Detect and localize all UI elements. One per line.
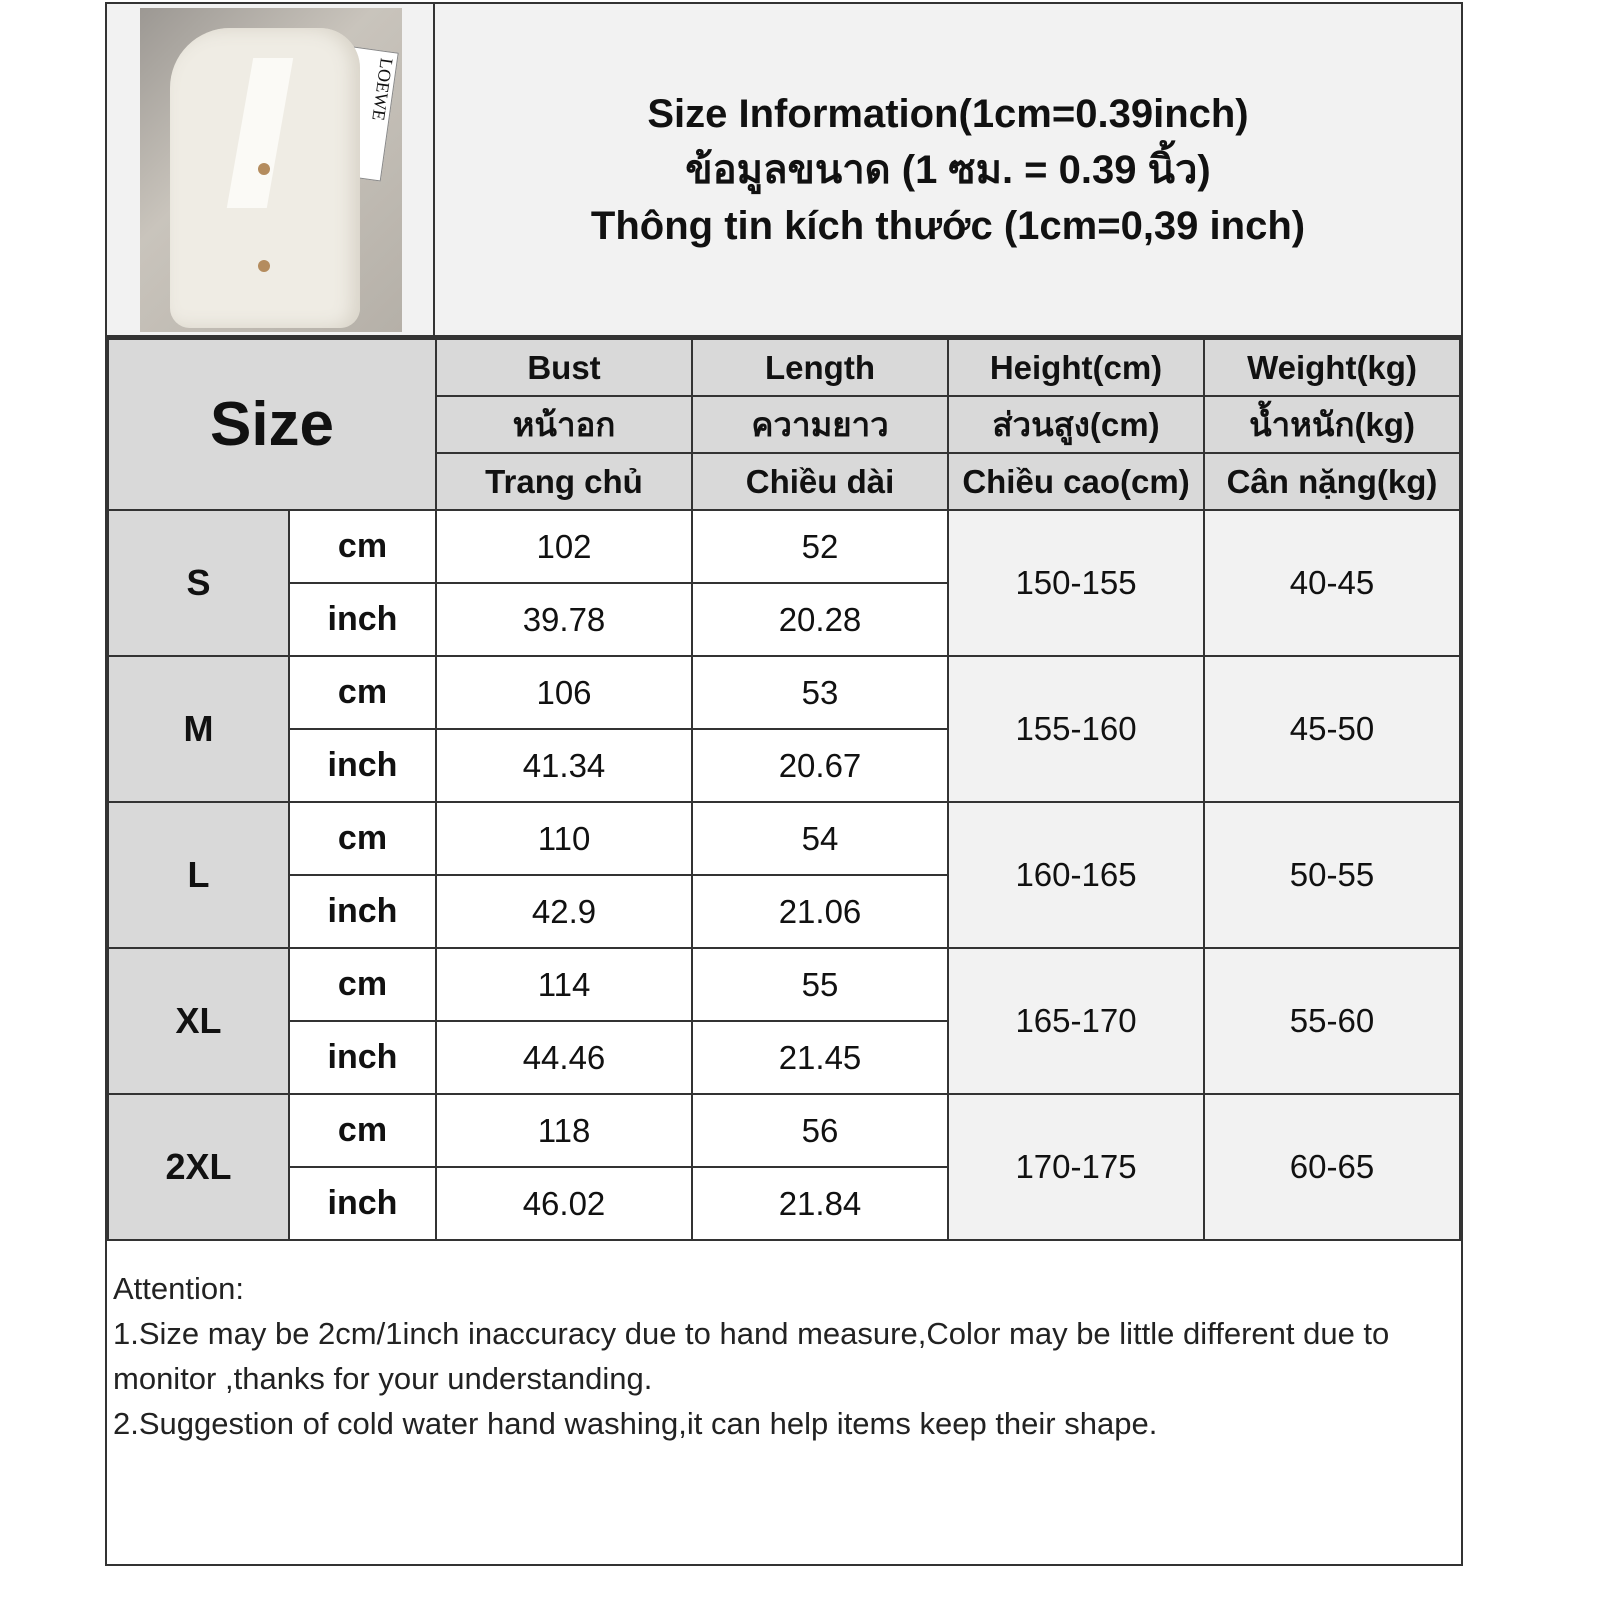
size-label: L [107, 801, 290, 949]
weight-range: 55-60 [1203, 947, 1461, 1095]
title-line-thai: ข้อมูลขนาด (1 ซม. = 0.39 นิ้ว) [685, 147, 1211, 192]
table-row-inch: inch 39.78 20.28 [108, 582, 1460, 657]
header-bust-vietnamese: Trang chủ [435, 452, 693, 511]
title-line-vietnamese: Thông tin kích thước (1cm=0,39 inch) [590, 203, 1306, 248]
length-value: 20.67 [691, 728, 949, 803]
length-value: 52 [691, 509, 949, 584]
button-shape [258, 260, 270, 272]
bust-value: 42.9 [435, 874, 693, 949]
unit-label: cm [288, 1093, 437, 1168]
title-line-english: Size Information(1cm=0.39inch) [647, 91, 1249, 136]
header-weight-thai: น้ำหนัก(kg) [1203, 395, 1461, 454]
height-range: 150-155 [947, 509, 1205, 657]
length-value: 53 [691, 655, 949, 730]
table-row-inch: inch 46.02 21.84 [108, 1166, 1460, 1241]
bust-value: 44.46 [435, 1020, 693, 1095]
bust-value: 41.34 [435, 728, 693, 803]
bust-value: 114 [435, 947, 693, 1022]
header-row-english: Size Bust Length Height(cm) Weight(kg) [107, 338, 1461, 511]
jacket-shape [170, 28, 360, 328]
table-row-inch: inch 42.9 21.06 [108, 874, 1460, 949]
header-bust-thai: หน้าอก [435, 395, 693, 454]
attention-item: 1.Size may be 2cm/1inch inaccuracy due t… [113, 1316, 1390, 1396]
bust-value: 102 [435, 509, 693, 584]
length-value: 55 [691, 947, 949, 1022]
length-value: 20.28 [691, 582, 949, 657]
size-label: 2XL [107, 1093, 290, 1241]
unit-label: inch [288, 1020, 437, 1095]
table-row-inch: inch 41.34 20.67 [108, 728, 1460, 803]
table-row-cm: XL cm 114 55 165-170 55-60 [107, 947, 1461, 1095]
header-bust: Bust [435, 338, 693, 397]
bust-value: 118 [435, 1093, 693, 1168]
header-height-vietnamese: Chiều cao(cm) [947, 452, 1205, 511]
size-label: S [107, 509, 290, 657]
size-column-header: Size [107, 338, 437, 511]
size-label: M [107, 655, 290, 803]
button-shape [258, 163, 270, 175]
attention-heading: Attention: [113, 1271, 244, 1306]
length-value: 21.06 [691, 874, 949, 949]
header-length-vietnamese: Chiều dài [691, 452, 949, 511]
height-range: 165-170 [947, 947, 1205, 1095]
bust-value: 110 [435, 801, 693, 876]
size-information-title: Size Information(1cm=0.39inch) ข้อมูลขนา… [435, 4, 1461, 335]
product-photo-cell: LOEWE [107, 4, 435, 335]
unit-label: inch [288, 1166, 437, 1241]
length-value: 54 [691, 801, 949, 876]
size-table: Size Bust Length Height(cm) Weight(kg) ห… [107, 338, 1461, 1241]
weight-range: 60-65 [1203, 1093, 1461, 1241]
table-row-inch: inch 44.46 21.45 [108, 1020, 1460, 1095]
unit-label: inch [288, 874, 437, 949]
length-value: 56 [691, 1093, 949, 1168]
unit-label: inch [288, 582, 437, 657]
unit-label: inch [288, 728, 437, 803]
header-weight: Weight(kg) [1203, 338, 1461, 397]
header-height: Height(cm) [947, 338, 1205, 397]
bust-value: 46.02 [435, 1166, 693, 1241]
lapel-shape [226, 58, 294, 208]
height-range: 170-175 [947, 1093, 1205, 1241]
attention-note: Attention: 1.Size may be 2cm/1inch inacc… [113, 1266, 1451, 1446]
weight-range: 40-45 [1203, 509, 1461, 657]
size-label: XL [107, 947, 290, 1095]
unit-label: cm [288, 655, 437, 730]
attention-item: 2.Suggestion of cold water hand washing,… [113, 1406, 1158, 1441]
weight-range: 45-50 [1203, 655, 1461, 803]
size-chart: LOEWE Size Information(1cm=0.39inch) ข้อ… [105, 2, 1463, 1566]
length-value: 21.84 [691, 1166, 949, 1241]
bust-value: 106 [435, 655, 693, 730]
header-height-thai: ส่วนสูง(cm) [947, 395, 1205, 454]
unit-label: cm [288, 801, 437, 876]
bust-value: 39.78 [435, 582, 693, 657]
height-range: 155-160 [947, 655, 1205, 803]
height-range: 160-165 [947, 801, 1205, 949]
weight-range: 50-55 [1203, 801, 1461, 949]
header-length-thai: ความยาว [691, 395, 949, 454]
chart-header: LOEWE Size Information(1cm=0.39inch) ข้อ… [107, 4, 1461, 338]
product-photo: LOEWE [140, 8, 402, 332]
header-weight-vietnamese: Cân nặng(kg) [1203, 452, 1461, 511]
header-length: Length [691, 338, 949, 397]
header-row-vietnamese: Trang chủ Chiều dài Chiều cao(cm) Cân nặ… [108, 452, 1461, 511]
header-row-thai: หน้าอก ความยาว ส่วนสูง(cm) น้ำหนัก(kg) [108, 395, 1461, 454]
unit-label: cm [288, 947, 437, 1022]
table-row-cm: 2XL cm 118 56 170-175 60-65 [107, 1093, 1461, 1241]
unit-label: cm [288, 509, 437, 584]
length-value: 21.45 [691, 1020, 949, 1095]
